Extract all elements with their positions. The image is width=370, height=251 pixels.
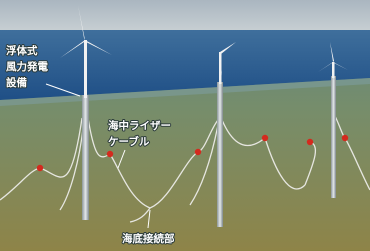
- illustration: 浮体式 風力発電 設備 海中ライザー ケーブル 海底接続部: [0, 0, 370, 251]
- label: 風力発電: [6, 60, 48, 73]
- label: ケーブル: [108, 135, 150, 148]
- label: 設備: [6, 76, 27, 89]
- sky: [0, 0, 370, 30]
- label: 海中ライザー: [108, 119, 171, 132]
- label: 浮体式: [6, 44, 38, 57]
- label: 海底接続部: [122, 232, 175, 245]
